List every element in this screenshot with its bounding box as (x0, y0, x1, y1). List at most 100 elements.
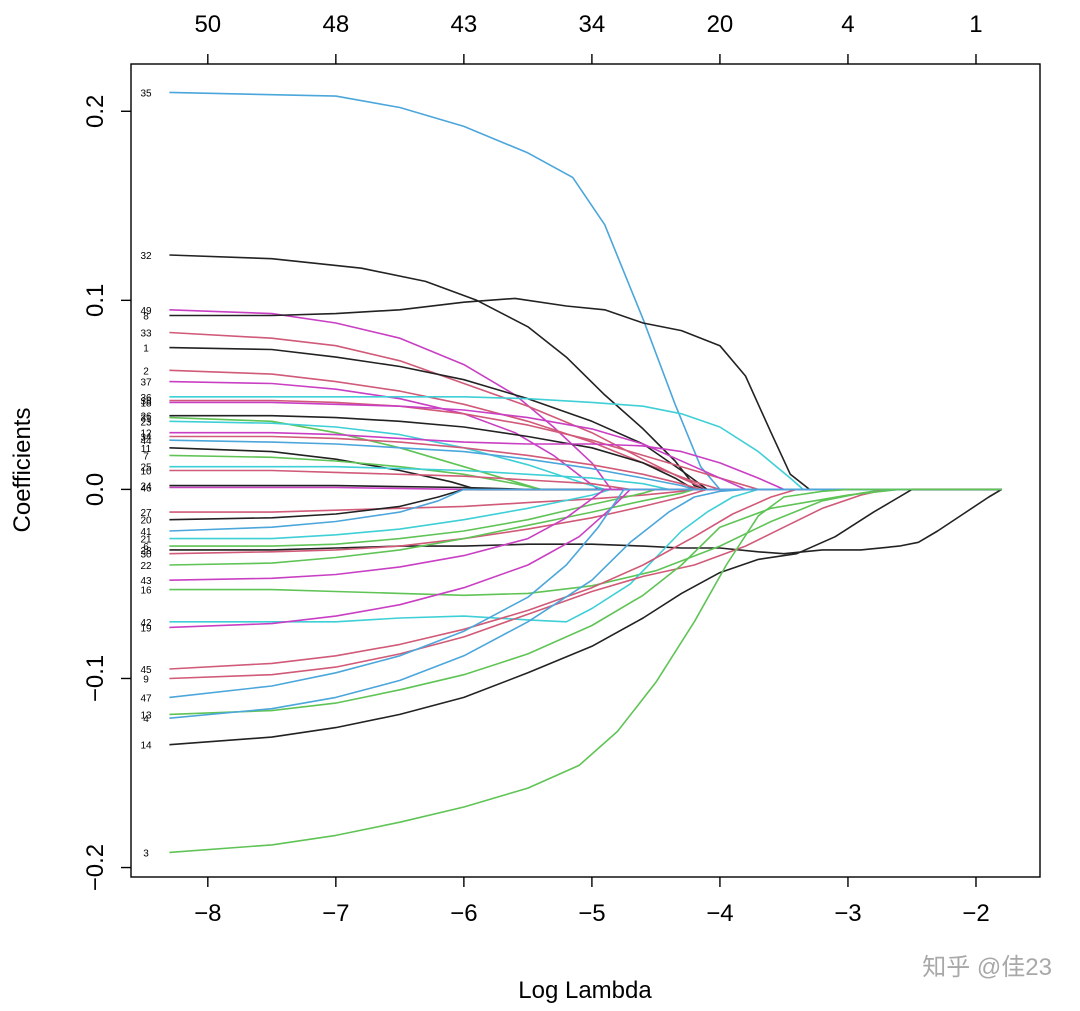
series-line-49 (169, 309, 1002, 491)
series-label-8: 8 (143, 311, 149, 322)
series-label-49: 49 (140, 306, 152, 317)
series-line-7 (169, 454, 1002, 491)
top-tick-label: 20 (707, 11, 734, 38)
series-label-14: 14 (140, 741, 152, 752)
series-label-10: 10 (140, 467, 152, 478)
x-axis-label: Log Lambda (518, 977, 652, 1004)
series-line-36 (169, 395, 1002, 491)
series-line-43 (169, 488, 1002, 581)
series-label-31: 31 (140, 414, 152, 425)
series-line-8 (169, 297, 1002, 491)
y-tick-label: −0.1 (82, 655, 109, 702)
series-label-11: 11 (141, 444, 152, 455)
axes-layer: −8 −7 −6 −5 −4 −3 −250 48 43 34 20 4 1−0.2−0.10.00.1… (82, 11, 990, 927)
series-line-33 (169, 331, 1002, 491)
series-line-25 (169, 465, 1002, 491)
x-tick-label: −6 (450, 900, 477, 927)
series-label-43: 43 (140, 576, 152, 587)
series-line-21 (169, 488, 1002, 540)
series-label-45: 45 (140, 665, 152, 676)
series-label-34: 34 (140, 432, 152, 443)
series-line-28 (169, 488, 1003, 555)
x-tick-label: −8 (194, 900, 221, 927)
series-label-47: 47 (140, 693, 152, 704)
series-label-7: 7 (143, 451, 149, 462)
series-layer (169, 91, 1003, 854)
plot-frame (130, 63, 1041, 878)
series-line-37 (169, 380, 1002, 491)
series-label-37: 37 (140, 378, 152, 389)
series-line-6 (169, 488, 1002, 547)
series-line-14 (169, 488, 1002, 746)
x-tick-label: −2 (962, 900, 989, 927)
top-tick-label: 50 (194, 11, 221, 38)
top-tick-label: 34 (579, 11, 606, 38)
x-tick-label: −3 (834, 900, 861, 927)
series-label-23: 23 (140, 417, 152, 428)
series-label-2: 2 (143, 366, 149, 377)
y-tick-label: −0.2 (82, 844, 109, 891)
y-tick-label: 0.2 (82, 95, 109, 128)
series-label-1: 1 (143, 344, 149, 355)
series-label-12: 12 (140, 429, 152, 440)
series-label-18: 18 (140, 398, 152, 409)
series-label-26: 26 (140, 412, 152, 423)
watermark-text: 知乎 @佳23 (922, 954, 1052, 981)
y-axis-label: Coefficients (9, 408, 36, 533)
series-line-22 (169, 488, 1002, 566)
series-line-9 (169, 488, 1002, 680)
series-line-10 (169, 469, 1002, 491)
series-line-41 (169, 488, 1002, 532)
series-label-36: 36 (140, 393, 152, 404)
top-tick-label: 48 (322, 11, 349, 38)
series-line-47 (169, 488, 1002, 699)
series-line-27 (169, 488, 1002, 513)
series-label-3: 3 (143, 848, 149, 859)
top-tick-label: 4 (841, 11, 854, 38)
series-label-25: 25 (140, 463, 152, 474)
series-label-28: 28 (140, 546, 152, 557)
top-tick-label: 43 (451, 11, 478, 38)
series-label-27: 27 (140, 508, 152, 519)
y-tick-label: 0.0 (82, 473, 109, 506)
top-tick-label: 1 (969, 11, 982, 38)
x-tick-label: −4 (706, 900, 733, 927)
series-line-34 (169, 435, 1002, 491)
series-line-30 (169, 488, 1002, 555)
series-label-19: 19 (140, 623, 152, 634)
series-label-20: 20 (140, 516, 152, 527)
series-line-19 (169, 488, 1002, 629)
series-line-26 (169, 414, 1002, 491)
series-label-41: 41 (140, 527, 152, 538)
series-label-38: 38 (140, 397, 152, 408)
series-line-45 (169, 488, 1002, 670)
series-line-4 (169, 488, 1002, 719)
series-label-42: 42 (140, 618, 152, 629)
series-label-21: 21 (140, 535, 152, 546)
series-line-38 (169, 399, 1002, 491)
series-line-2 (169, 369, 1002, 491)
series-label-30: 30 (140, 550, 152, 561)
series-line-12 (169, 431, 1002, 491)
series-label-9: 9 (143, 674, 149, 685)
series-line-42 (169, 488, 1002, 623)
series-label-46: 46 (140, 484, 152, 495)
series-line-18 (169, 401, 1002, 491)
series-line-32 (169, 254, 1002, 491)
series-label-24: 24 (140, 482, 152, 493)
series-line-3 (169, 488, 1002, 854)
line-labels-layer: 3532498331237363818312326123444117251024… (140, 88, 152, 859)
series-label-32: 32 (140, 251, 152, 262)
series-label-22: 22 (140, 561, 152, 572)
x-tick-label: −5 (578, 900, 605, 927)
series-line-13 (169, 488, 1002, 716)
series-line-44 (169, 439, 1002, 491)
series-label-16: 16 (140, 586, 152, 597)
series-label-4: 4 (143, 714, 149, 725)
y-tick-label: 0.1 (82, 284, 109, 317)
series-label-44: 44 (140, 436, 152, 447)
series-label-35: 35 (140, 88, 152, 99)
x-tick-label: −7 (322, 900, 349, 927)
series-label-6: 6 (143, 542, 149, 553)
